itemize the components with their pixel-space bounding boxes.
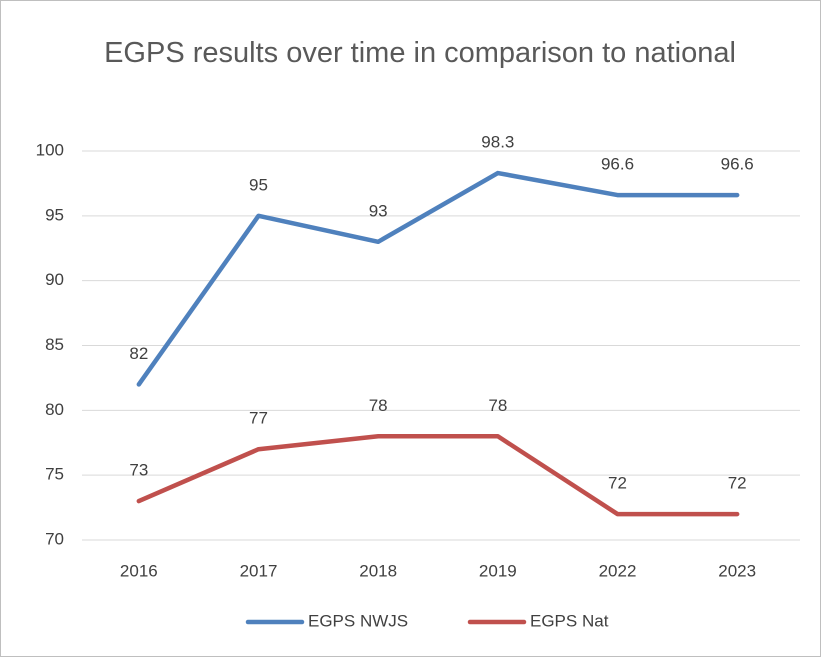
x-tick-label: 2022 <box>599 561 637 580</box>
data-label: 72 <box>728 474 747 493</box>
data-label: 72 <box>608 474 627 493</box>
y-tick-label: 85 <box>45 335 64 354</box>
data-label: 73 <box>129 461 148 480</box>
data-label: 78 <box>488 396 507 415</box>
y-tick-label: 95 <box>45 205 64 224</box>
data-label: 96.6 <box>601 155 634 174</box>
data-label: 78 <box>369 396 388 415</box>
data-label: 98.3 <box>481 133 514 152</box>
series-line <box>136 434 740 517</box>
legend-label: EGPS NWJS <box>308 611 408 630</box>
legend-label: EGPS Nat <box>530 611 609 630</box>
y-tick-label: 75 <box>45 465 64 484</box>
y-tick-label: 90 <box>45 270 64 289</box>
data-label: 93 <box>369 201 388 220</box>
x-tick-label: 2017 <box>240 561 278 580</box>
y-tick-label: 80 <box>45 400 64 419</box>
y-tick-label: 100 <box>36 140 64 159</box>
x-tick-label: 2023 <box>718 561 756 580</box>
data-label: 96.6 <box>721 155 754 174</box>
data-label: 95 <box>249 175 268 194</box>
chart-title: EGPS results over time in comparison to … <box>104 37 736 69</box>
x-tick-label: 2019 <box>479 561 517 580</box>
series-line <box>136 170 740 387</box>
y-tick-label: 70 <box>45 529 64 548</box>
data-label: 77 <box>249 409 268 428</box>
data-label: 82 <box>129 344 148 363</box>
x-tick-label: 2016 <box>120 561 158 580</box>
x-tick-label: 2018 <box>359 561 397 580</box>
